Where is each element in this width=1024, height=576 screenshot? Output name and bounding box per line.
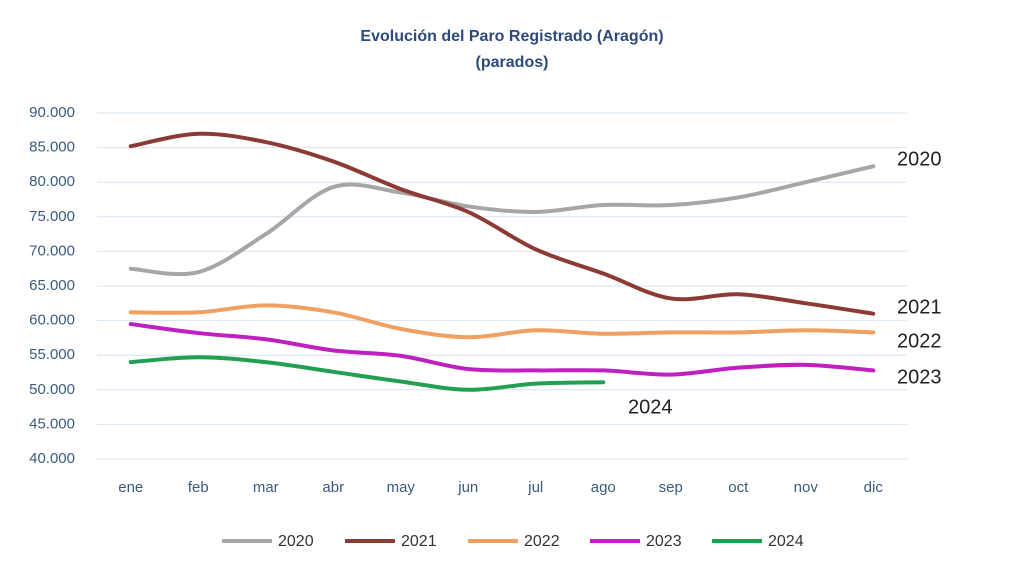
chart-subtitle: (parados): [476, 54, 549, 71]
y-tick-label: 80.000: [29, 173, 75, 190]
x-tick-label: mar: [253, 479, 279, 496]
series-end-label: 2021: [897, 296, 942, 318]
series-end-label: 2024: [628, 396, 673, 418]
series-end-label: 2023: [897, 366, 942, 388]
legend-label: 2024: [768, 533, 804, 550]
legend-label: 2020: [278, 533, 314, 550]
series-line: [128, 355, 606, 392]
x-tick-label: dic: [864, 479, 884, 496]
series-line: [128, 303, 876, 340]
x-tick-label: oct: [728, 479, 749, 496]
y-tick-label: 65.000: [29, 277, 75, 294]
y-tick-label: 55.000: [29, 346, 75, 363]
series-end-label: 2022: [897, 330, 942, 352]
y-tick-label: 60.000: [29, 312, 75, 329]
x-tick-label: sep: [659, 479, 683, 496]
legend-label: 2022: [524, 533, 560, 550]
y-tick-label: 90.000: [29, 104, 75, 121]
x-tick-label: may: [387, 479, 416, 496]
x-tick-label: ene: [118, 479, 143, 496]
y-tick-label: 85.000: [29, 139, 75, 156]
legend-label: 2021: [401, 533, 437, 550]
series-line: [128, 164, 876, 277]
x-tick-label: abr: [322, 479, 344, 496]
x-tick-label: nov: [794, 479, 819, 496]
y-tick-label: 75.000: [29, 208, 75, 225]
y-tick-label: 45.000: [29, 415, 75, 432]
y-tick-label: 50.000: [29, 381, 75, 398]
y-tick-label: 40.000: [29, 450, 75, 467]
y-tick-label: 70.000: [29, 242, 75, 259]
chart-title: Evolución del Paro Registrado (Aragón): [360, 28, 663, 45]
x-tick-label: jul: [527, 479, 543, 496]
x-tick-label: ago: [591, 479, 616, 496]
x-tick-label: jun: [457, 479, 478, 496]
series-line: [128, 131, 876, 316]
series-end-label: 2020: [897, 148, 942, 170]
series-line: [128, 322, 876, 377]
legend-label: 2023: [646, 533, 682, 550]
x-tick-label: feb: [188, 479, 209, 496]
